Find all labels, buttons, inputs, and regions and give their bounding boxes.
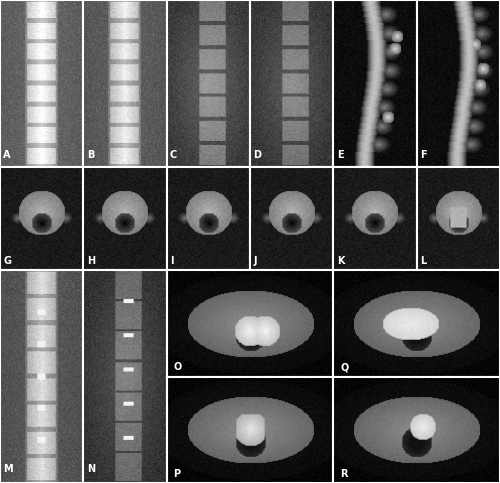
Text: N: N — [86, 465, 95, 474]
Text: D: D — [254, 150, 262, 160]
Text: R: R — [340, 469, 347, 479]
Text: P: P — [174, 469, 180, 479]
Text: A: A — [4, 150, 11, 160]
Text: B: B — [86, 150, 94, 160]
Text: E: E — [336, 150, 344, 160]
Text: M: M — [4, 465, 13, 474]
Text: K: K — [336, 256, 344, 266]
Text: H: H — [86, 256, 95, 266]
Text: L: L — [420, 256, 426, 266]
Text: G: G — [4, 256, 12, 266]
Text: F: F — [420, 150, 426, 160]
Text: Q: Q — [340, 362, 348, 372]
Text: O: O — [174, 362, 182, 372]
Text: I: I — [170, 256, 173, 266]
Text: J: J — [254, 256, 257, 266]
Text: C: C — [170, 150, 177, 160]
